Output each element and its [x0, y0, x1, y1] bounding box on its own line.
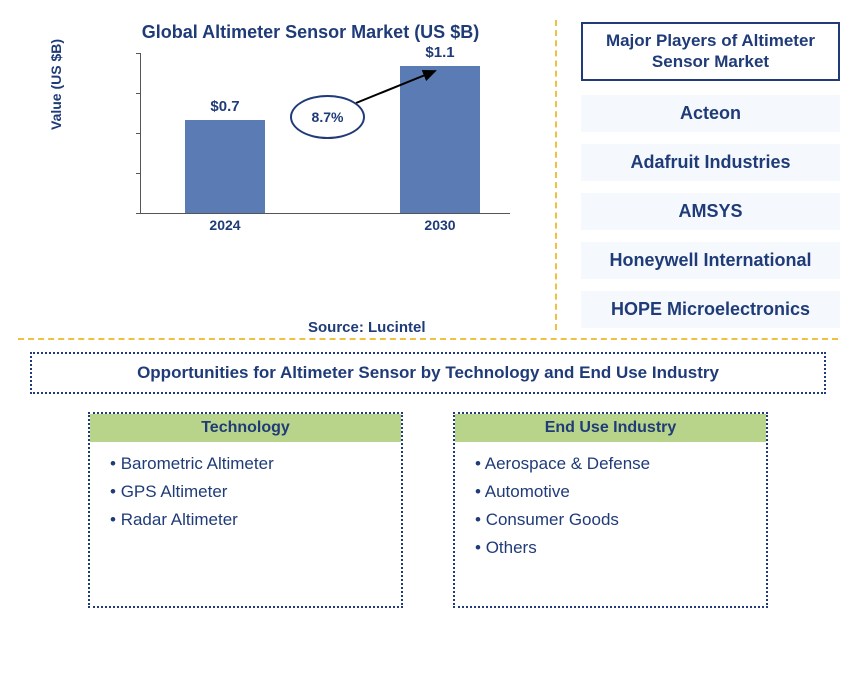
vertical-divider	[555, 20, 557, 330]
player-item: Honeywell International	[581, 242, 840, 279]
opportunities-column-header: End Use Industry	[455, 414, 766, 442]
opportunities-list: Barometric Altimeter GPS Altimeter Radar A…	[90, 442, 401, 530]
opportunities-title: Opportunities for Altimeter Sensor by Te…	[30, 352, 826, 394]
source-text: Source: Lucintel	[308, 319, 426, 336]
player-item: HOPE Microelectronics	[581, 291, 840, 328]
players-title: Major Players of Altimeter Sensor Market	[581, 22, 840, 81]
opportunities-column: Technology Barometric Altimeter GPS Altime…	[88, 412, 403, 608]
players-panel: Major Players of Altimeter Sensor Market…	[563, 10, 850, 340]
top-section: Global Altimeter Sensor Market (US $B) V…	[18, 10, 850, 340]
player-item: Acteon	[581, 95, 840, 132]
opportunities-column-header: Technology	[90, 414, 401, 442]
y-axis-label: Value (US $B)	[48, 39, 64, 130]
player-item: Adafruit Industries	[581, 144, 840, 181]
plot: $0.7 2024 $1.1 2030 8.7%	[140, 53, 510, 213]
growth-rate-callout: 8.7%	[290, 95, 365, 139]
players-list: Acteon Adafruit Industries AMSYS Honeywell …	[581, 95, 840, 328]
opportunities-list-item: Consumer Goods	[475, 510, 750, 530]
infographic-root: Global Altimeter Sensor Market (US $B) V…	[0, 0, 868, 677]
opportunities-list-item: Radar Altimeter	[110, 510, 385, 530]
opportunities-list-item: Automotive	[475, 482, 750, 502]
chart-panel: Global Altimeter Sensor Market (US $B) V…	[18, 10, 563, 340]
growth-rate-value: 8.7%	[312, 109, 344, 125]
opportunities-list-item: Barometric Altimeter	[110, 454, 385, 474]
category-label-2030: 2030	[400, 217, 480, 233]
opportunities-section: Opportunities for Altimeter Sensor by Te…	[18, 352, 838, 608]
player-item: AMSYS	[581, 193, 840, 230]
opportunities-column: End Use Industry Aerospace & Defense Autom…	[453, 412, 768, 608]
opportunities-list-item: Others	[475, 538, 750, 558]
chart-title: Global Altimeter Sensor Market (US $B)	[58, 22, 563, 43]
opportunities-columns: Technology Barometric Altimeter GPS Altime…	[18, 412, 838, 608]
opportunities-list-item: GPS Altimeter	[110, 482, 385, 502]
x-axis	[140, 213, 510, 214]
category-label-2024: 2024	[185, 217, 265, 233]
chart-plot-area: $0.7 2024 $1.1 2030 8.7%	[78, 53, 508, 253]
opportunities-list: Aerospace & Defense Automotive Consumer Go…	[455, 442, 766, 558]
opportunities-list-item: Aerospace & Defense	[475, 454, 750, 474]
horizontal-divider	[18, 338, 838, 340]
